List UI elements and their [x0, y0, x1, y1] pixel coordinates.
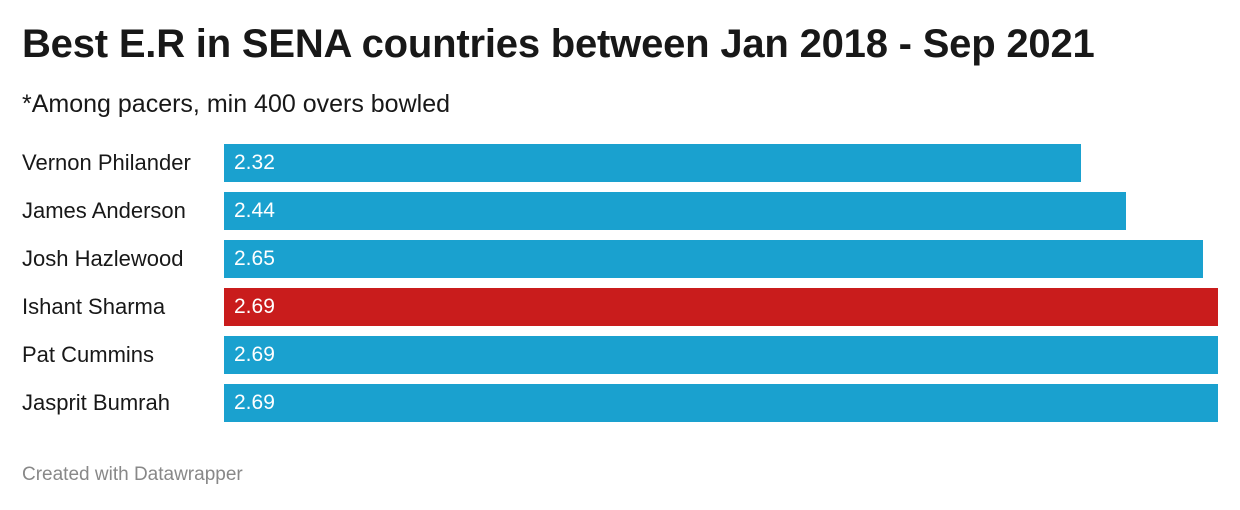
- bar-james-anderson: [224, 192, 1126, 230]
- value-label-pat-cummins: 2.69: [234, 343, 275, 366]
- bar-josh-hazlewood: [224, 240, 1203, 278]
- value-label-jasprit-bumrah: 2.69: [234, 391, 275, 414]
- category-label-jasprit-bumrah: Jasprit Bumrah: [22, 390, 170, 415]
- value-label-ishant-sharma: 2.69: [234, 295, 275, 318]
- category-label-josh-hazlewood: Josh Hazlewood: [22, 246, 184, 271]
- bar-vernon-philander: [224, 144, 1081, 182]
- chart-title: Best E.R in SENA countries between Jan 2…: [22, 22, 1095, 66]
- bar-jasprit-bumrah: [224, 384, 1218, 422]
- credit-footer: Created with Datawrapper: [22, 464, 243, 485]
- value-label-james-anderson: 2.44: [234, 199, 275, 222]
- category-label-james-anderson: James Anderson: [22, 198, 186, 223]
- chart-subtitle: *Among pacers, min 400 overs bowled: [22, 90, 451, 118]
- bar-pat-cummins: [224, 336, 1218, 374]
- value-label-vernon-philander: 2.32: [234, 151, 275, 174]
- category-label-ishant-sharma: Ishant Sharma: [22, 294, 166, 319]
- bar-ishant-sharma: [224, 288, 1218, 326]
- value-label-josh-hazlewood: 2.65: [234, 247, 275, 270]
- category-label-vernon-philander: Vernon Philander: [22, 150, 191, 175]
- category-label-pat-cummins: Pat Cummins: [22, 342, 155, 367]
